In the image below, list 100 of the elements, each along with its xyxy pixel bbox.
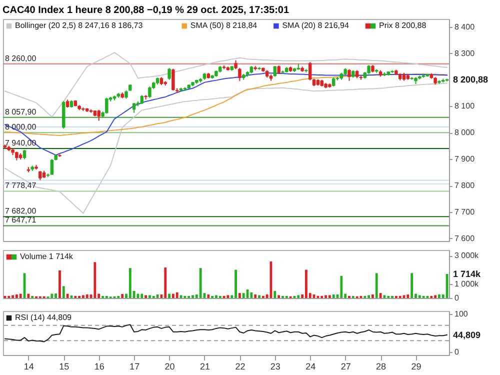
bar: [238, 293, 241, 298]
line-series: [4, 324, 448, 342]
y-tick-label: 8 000: [454, 128, 476, 138]
ref-line-label: 8 260,00: [5, 54, 37, 63]
bar: [234, 270, 237, 298]
bar: [19, 294, 22, 298]
bar: [140, 294, 144, 298]
candlestick: [132, 102, 136, 114]
bar: [62, 286, 65, 298]
candlestick: [308, 62, 312, 81]
bar: [297, 295, 300, 298]
y-tick-label: 100: [454, 310, 468, 319]
bar: [168, 294, 170, 298]
candlestick: [105, 97, 108, 114]
chart-title: CAC40 Index 1 heure 8 200,88 −0,19 % 29 oct. 2025, 17:35:01: [2, 5, 290, 16]
candlestick: [348, 68, 351, 82]
bar: [66, 294, 69, 298]
legend-label: RSI (14) 44,809: [15, 313, 72, 322]
bar: [199, 268, 202, 298]
bar: [50, 294, 54, 298]
y-tick-label: 7 600: [454, 234, 476, 243]
ref-line-label: 8 057,90: [5, 107, 37, 116]
bar: [207, 294, 210, 298]
bar: [383, 295, 386, 298]
bar: [340, 276, 343, 298]
ref-line-label: 7 647,71: [5, 216, 37, 225]
ref-line-label: 7 940,00: [5, 138, 37, 148]
bar: [86, 294, 88, 298]
candlestick: [148, 86, 152, 98]
ref-line-label: 7 778,47: [5, 181, 37, 190]
legend-label: SMA (20) 8 216,94: [282, 21, 350, 30]
line-series: [4, 52, 448, 118]
bar: [278, 295, 280, 298]
text: 8 200,88: [453, 74, 488, 85]
bar: [250, 292, 253, 298]
y-tick-label: 7 900: [454, 154, 476, 164]
legend-label: SMA (50) 8 218,84: [190, 21, 258, 30]
bar: [418, 295, 421, 298]
y-tick-label: 8 300: [454, 48, 476, 58]
legend-label: Bollinger (20 2,5) 8 247,16 8 186,73: [15, 21, 144, 30]
bar: [215, 295, 218, 298]
candlestick: [38, 170, 42, 181]
bar: [332, 294, 335, 298]
x-tick-label: 17: [130, 362, 140, 372]
bar: [242, 293, 245, 298]
x-tick-label: 14: [24, 362, 34, 372]
x-tick-label: 28: [376, 362, 386, 372]
y-tick-label: 3 000k: [454, 251, 480, 260]
bar: [410, 273, 414, 298]
legend-label: Volume 1 714k: [20, 252, 74, 261]
x-tick-label: 20: [164, 362, 175, 372]
candlestick: [273, 66, 277, 78]
bar: [176, 292, 178, 298]
candlestick: [238, 67, 242, 82]
bar: [375, 273, 378, 298]
bar: [94, 262, 96, 298]
bar: [406, 294, 410, 298]
bar: [372, 294, 374, 298]
bar: [144, 295, 147, 298]
bar: [258, 295, 260, 298]
x-tick-label: 24: [306, 362, 316, 372]
x-tick-label: 29: [411, 362, 422, 372]
bar: [27, 294, 30, 298]
bar: [192, 295, 194, 298]
legend-label: Prix 8 200,88: [379, 21, 427, 30]
candlestick: [97, 109, 100, 122]
text: 44,809: [453, 330, 481, 340]
bar: [438, 294, 440, 298]
bar: [54, 293, 58, 298]
y-tick-label: 0: [454, 347, 460, 356]
x-tick-label: 16: [94, 362, 104, 372]
bar: [254, 294, 257, 298]
bar: [305, 270, 308, 298]
bar: [15, 294, 18, 298]
bar: [164, 268, 167, 298]
text: 1 714k: [453, 269, 482, 279]
y-tick-label: 1 000k: [454, 279, 480, 288]
y-tick-label: 0: [454, 294, 460, 302]
candlestick: [168, 67, 171, 80]
x-tick-label: 21: [200, 362, 210, 372]
bar: [324, 295, 327, 298]
bar: [328, 295, 331, 298]
y-tick-label: 8 400: [454, 22, 476, 32]
ref-line-label: 7 682,00: [5, 206, 37, 216]
bar: [12, 295, 14, 298]
x-tick-label: 23: [270, 362, 280, 372]
bar: [274, 290, 276, 298]
candlestick: [172, 68, 175, 91]
bar: [368, 295, 370, 298]
bar: [82, 295, 84, 298]
x-tick-label: 27: [340, 362, 351, 372]
x-tick-label: 15: [59, 362, 70, 372]
bar: [128, 268, 132, 298]
line-series: [4, 82, 448, 214]
bar: [434, 295, 437, 298]
bar: [121, 294, 124, 298]
bar: [58, 270, 61, 298]
bar: [148, 295, 151, 298]
y-tick-label: 8 100: [454, 102, 476, 111]
y-tick-label: 7 800: [454, 181, 476, 190]
